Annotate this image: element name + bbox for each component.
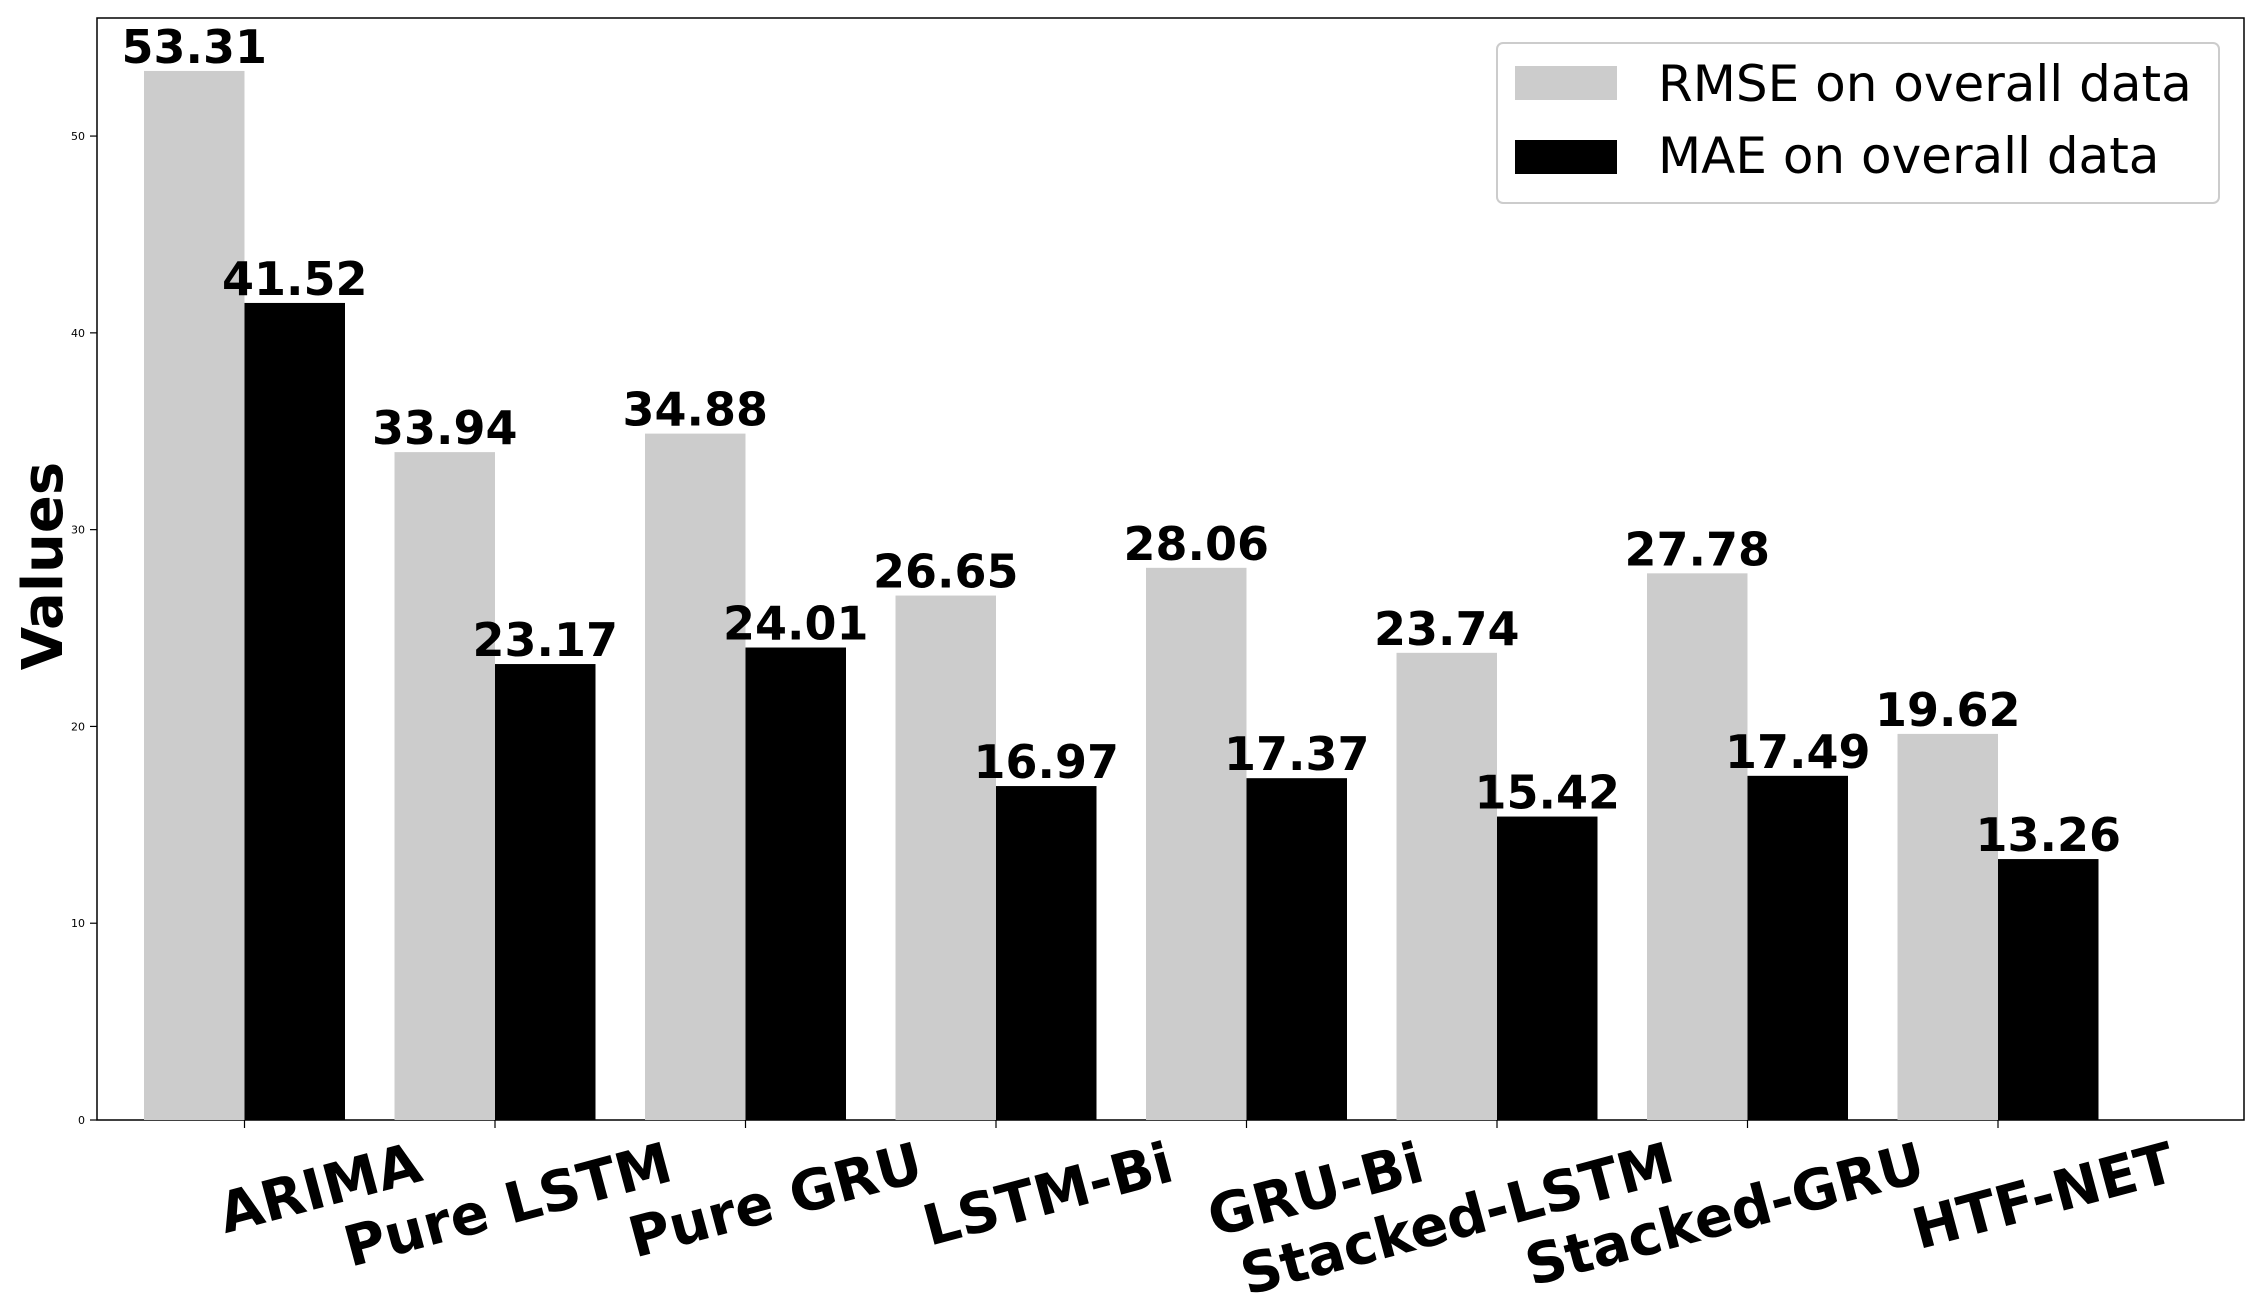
legend-label-rmse: RMSE on overall data xyxy=(1658,55,2192,113)
legend: RMSE on overall data MAE on overall data xyxy=(1496,42,2220,204)
y-tick-label: 0 xyxy=(78,1114,85,1127)
bar-rmse xyxy=(895,595,996,1120)
y-tick-label: 20 xyxy=(71,720,85,733)
y-tick-label: 30 xyxy=(71,524,85,537)
bar-mae xyxy=(1998,859,2099,1120)
bar-rmse xyxy=(1647,573,1748,1120)
value-label-mae: 13.26 xyxy=(1975,808,2121,862)
y-axis: 0 10 20 30 40 50 xyxy=(71,130,97,1127)
value-label-mae: 41.52 xyxy=(222,252,368,306)
bar-rmse xyxy=(1897,733,1998,1120)
value-label-rmse: 27.78 xyxy=(1624,522,1770,576)
value-label-mae: 24.01 xyxy=(723,597,869,651)
value-label-mae: 15.42 xyxy=(1474,766,1620,820)
legend-swatch-rmse xyxy=(1515,66,1617,100)
x-tick-label: HTF-NET xyxy=(1906,1131,2182,1263)
legend-frame xyxy=(1496,42,2220,204)
y-tick-label: 40 xyxy=(71,327,85,340)
bar-mae xyxy=(244,302,345,1121)
value-label-rmse: 23.74 xyxy=(1374,602,1520,656)
y-tick-label: 50 xyxy=(71,130,85,143)
bar-mae xyxy=(1747,775,1848,1120)
bar-mae xyxy=(996,786,1097,1120)
x-tick-label: LSTM-Bi xyxy=(916,1131,1179,1260)
bar-mae xyxy=(1497,816,1598,1120)
bar-rmse xyxy=(645,433,746,1120)
bar-rmse xyxy=(144,70,245,1121)
value-label-rmse: 34.88 xyxy=(622,383,768,437)
bar-rmse xyxy=(1146,567,1247,1120)
bar-mae xyxy=(1246,778,1347,1120)
value-label-mae: 17.49 xyxy=(1725,725,1871,779)
value-label-rmse: 33.94 xyxy=(372,401,518,455)
bar-rmse xyxy=(394,452,495,1121)
y-axis-title: Values xyxy=(11,462,76,670)
bars xyxy=(144,70,2099,1121)
x-tick-label: Pure GRU xyxy=(622,1131,929,1272)
value-label-mae: 17.37 xyxy=(1224,727,1370,781)
bar-mae xyxy=(745,647,846,1120)
value-label-mae: 23.17 xyxy=(472,613,618,667)
y-tick-label: 10 xyxy=(71,917,85,930)
value-label-rmse: 53.31 xyxy=(121,20,267,74)
value-label-rmse: 28.06 xyxy=(1123,517,1269,571)
value-label-rmse: 19.62 xyxy=(1875,683,2021,737)
value-label-mae: 16.97 xyxy=(973,735,1119,789)
bar-mae xyxy=(495,664,596,1120)
legend-swatch-mae xyxy=(1515,140,1617,174)
legend-label-mae: MAE on overall data xyxy=(1658,127,2159,185)
bar-rmse xyxy=(1396,652,1497,1120)
value-label-rmse: 26.65 xyxy=(873,545,1019,599)
